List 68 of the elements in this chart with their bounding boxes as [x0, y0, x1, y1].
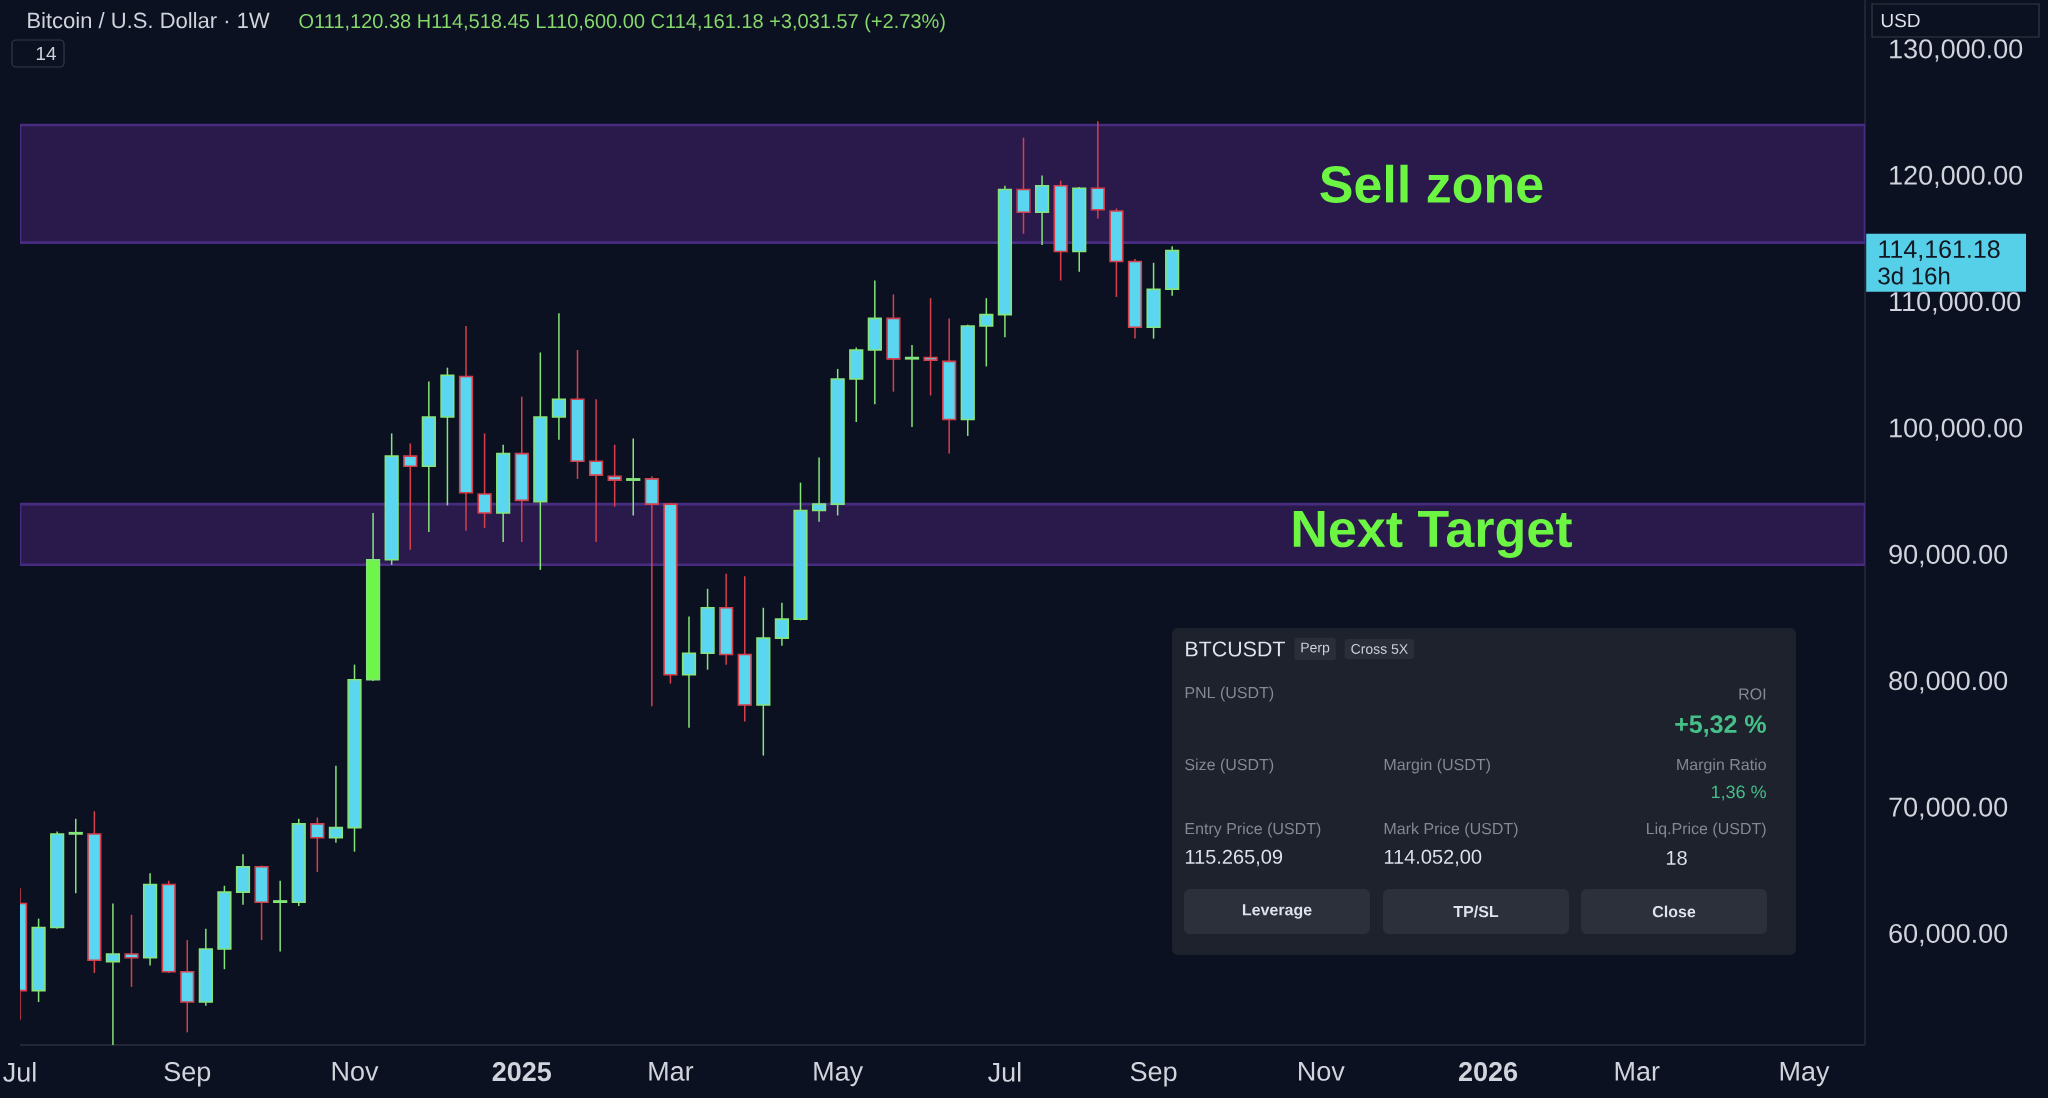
candlestick [1090, 120, 1105, 220]
y-tick-label: 110,000.00 [1890, 292, 2021, 315]
candlestick [124, 914, 139, 988]
x-tick-label: May [814, 1062, 864, 1087]
candlestick [923, 297, 938, 397]
y-tick-label: 60,000.00 [1889, 923, 2008, 947]
x-tick-label: Jul [988, 1062, 1021, 1082]
text: 3d 16h [1878, 266, 1950, 285]
y-tick-label: 70,000.00 [1889, 797, 2008, 820]
annotation: ROI [1739, 688, 1766, 700]
text: BTCUSDT [1186, 641, 1285, 657]
annotation: PNL (USDT) [1185, 686, 1274, 702]
candlestick [310, 816, 325, 873]
annotation: 1,36 % [1711, 785, 1766, 801]
text: 114,161.18 [1879, 240, 2000, 261]
x-tick-label: Sep [164, 1062, 211, 1087]
candlestick [273, 879, 288, 953]
candlestick [328, 764, 344, 844]
x-tick-label: Jul [3, 1062, 36, 1082]
candlestick [626, 437, 641, 517]
candlestick [588, 398, 604, 543]
annotation: Liq.Price (USDT) [1647, 822, 1766, 838]
candlestick [979, 297, 994, 368]
annotation: +5,32 % [1675, 715, 1766, 737]
annotation: Cross 5X [1351, 644, 1408, 654]
candlestick [1016, 136, 1031, 235]
y-tick-label: 130,000.00 [1890, 39, 2023, 62]
candlestick [774, 601, 790, 647]
band-label: Next Target [1293, 511, 1572, 558]
annotation: Mark Price (USDT) [1384, 822, 1518, 838]
x-tick-label: Nov [332, 1062, 379, 1081]
x-tick-label: May [1780, 1062, 1830, 1087]
candlestick [904, 344, 920, 428]
candlestick [607, 444, 622, 508]
candlestick [644, 475, 659, 708]
annotation: 18 [1666, 850, 1687, 866]
x-tick-label: Nov [1299, 1062, 1345, 1081]
annotation: 115.265,09 [1185, 849, 1283, 867]
x-tick-label: Mar [1615, 1062, 1660, 1081]
x-tick-label: 2025 [492, 1062, 551, 1082]
candlestick [551, 312, 567, 441]
x-tick-label: Sep [1130, 1062, 1177, 1087]
text: USD [1881, 13, 1920, 28]
chart-title: Bitcoin / U.S. Dollar · 1W [28, 12, 270, 29]
candlestick [105, 902, 121, 1045]
candlestick [68, 818, 83, 895]
band-label: Sell zone [1320, 164, 1543, 203]
y-tick-label: 80,000.00 [1889, 671, 2008, 694]
candlestick [477, 432, 492, 529]
annotation: Margin Ratio [1677, 758, 1766, 774]
annotation: Perp [1301, 642, 1330, 656]
text: O111,120.38 H114,518.45 L110,600.00 C114,161.18 +3,031.57 (+2.73%) [299, 13, 945, 33]
y-tick-label: 100,000.00 [1890, 418, 2023, 441]
annotation: Size (USDT) [1185, 758, 1274, 774]
y-tick-label: 120,000.00 [1890, 165, 2023, 189]
annotation: 114.052,00 [1384, 849, 1482, 867]
annotation: Margin (USDT) [1384, 758, 1490, 774]
y-tick-label: 90,000.00 [1889, 544, 2008, 568]
x-tick-label: Mar [649, 1062, 694, 1081]
annotation: 14 [36, 46, 56, 61]
annotation: TP/SL [1453, 905, 1499, 918]
candlestick [681, 615, 697, 729]
annotation: Entry Price (USDT) [1185, 822, 1321, 838]
x-tick-label: 2026 [1458, 1062, 1518, 1082]
candlestick [811, 456, 827, 523]
annotation: Leverage [1242, 904, 1312, 919]
annotation: Close [1652, 905, 1696, 918]
candlestick [403, 442, 418, 551]
